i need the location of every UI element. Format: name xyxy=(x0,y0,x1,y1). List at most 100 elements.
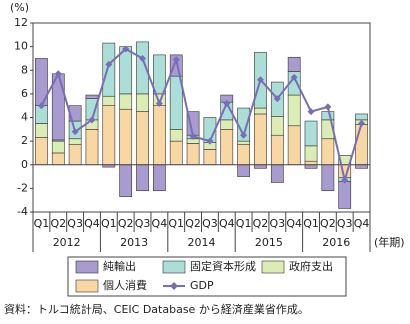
bar-segment xyxy=(136,164,149,192)
bar-segment xyxy=(119,93,133,110)
x-tick-label: Q2 xyxy=(50,217,66,230)
legend-swatch xyxy=(75,260,99,274)
legend-swatch xyxy=(162,260,186,274)
bar-segment xyxy=(355,124,368,166)
bar-segment xyxy=(169,75,183,130)
bar-segment xyxy=(338,180,352,209)
y-tick-label: 2 xyxy=(21,134,28,147)
gdp-marker xyxy=(54,70,62,78)
x-tick-label: Q1 xyxy=(34,217,50,230)
gdp-marker xyxy=(206,137,214,145)
bar-segment xyxy=(169,140,183,166)
gdp-marker xyxy=(189,132,197,140)
gdp-marker xyxy=(273,95,281,103)
x-tick-label: Q4 xyxy=(219,217,235,230)
bar-segment xyxy=(35,123,48,138)
y-tick-label: 10 xyxy=(14,40,28,53)
bar-segment xyxy=(102,95,116,106)
bar-segment xyxy=(136,41,149,95)
bar-segment xyxy=(270,164,284,183)
y-tick-label: 12 xyxy=(14,16,28,29)
gdp-marker xyxy=(307,108,315,116)
plot-frame xyxy=(32,22,371,213)
bar-segment xyxy=(287,94,301,127)
y-tick-label: 6 xyxy=(21,87,28,100)
bar-segment xyxy=(153,105,166,166)
legend-label: 政府支出 xyxy=(289,259,333,273)
bar-segment xyxy=(136,93,149,112)
bar-segment xyxy=(304,164,318,169)
gdp-marker xyxy=(256,76,264,84)
source-note: 資料：トルコ統計局、CEIC Database から経済産業省作成。 xyxy=(4,302,309,316)
bar-segment xyxy=(237,140,250,145)
bar-segment xyxy=(119,108,133,166)
gdp-marker xyxy=(358,119,366,127)
x-tick-label: Q2 xyxy=(118,217,134,230)
gdp-line xyxy=(40,47,363,185)
gdp-marker xyxy=(290,73,298,81)
bar-segment xyxy=(355,113,368,121)
bar-segment xyxy=(304,160,318,166)
gdp-marker xyxy=(223,99,231,107)
bar-segment xyxy=(169,129,183,142)
bar-segment xyxy=(355,164,368,169)
x-tick-label: Q3 xyxy=(135,217,151,230)
bar-segment xyxy=(220,119,234,130)
year-label: 2012 xyxy=(53,236,81,249)
bar-segment xyxy=(321,164,335,192)
bar-segment xyxy=(237,164,250,177)
x-tick-label: Q3 xyxy=(67,217,83,230)
x-tick-label: Q3 xyxy=(202,217,218,230)
bar-segment xyxy=(270,134,284,166)
bar-segment xyxy=(119,164,133,197)
y-tick-label: 8 xyxy=(21,63,28,76)
bar-segment xyxy=(153,54,166,95)
bar-segment xyxy=(136,111,149,166)
legend-label: 個人消費 xyxy=(103,278,147,292)
bar-segment xyxy=(102,105,116,166)
bar-segment xyxy=(321,138,335,166)
bar-segment xyxy=(321,111,335,121)
legend-swatch xyxy=(261,260,285,274)
gdp-marker xyxy=(172,56,180,64)
bar-segment xyxy=(102,42,116,97)
y-unit: (%) xyxy=(10,1,29,14)
legend-marker xyxy=(170,282,178,290)
bar-segment xyxy=(68,138,82,145)
x-tick-label: Q3 xyxy=(337,217,353,230)
bar-segment xyxy=(186,143,200,166)
x-tick-label: Q2 xyxy=(320,217,336,230)
legend-label: 固定資本形成 xyxy=(190,259,256,273)
bar-segment xyxy=(287,125,301,166)
bar-segment xyxy=(51,152,65,166)
gdp-marker xyxy=(240,131,248,139)
bar-segment xyxy=(254,113,267,166)
y-tick-label: -2 xyxy=(17,181,28,194)
x-tick-label: Q4 xyxy=(152,217,168,230)
legend-label: 純輸出 xyxy=(103,259,136,273)
x-tick-label: Q1 xyxy=(168,217,184,230)
bar-segment xyxy=(254,107,267,115)
legend-swatch xyxy=(75,279,99,293)
gdp-marker xyxy=(324,103,332,111)
gdp-marker xyxy=(122,45,130,53)
legend-label: GDP xyxy=(190,279,214,292)
year-label: 2015 xyxy=(255,236,283,249)
bar-segment xyxy=(203,149,217,166)
year-label: 2016 xyxy=(322,236,350,249)
bar-segment xyxy=(153,164,166,192)
gdp-marker xyxy=(139,54,147,62)
gdp-marker xyxy=(71,128,79,136)
bar-segment xyxy=(287,56,301,72)
x-tick-label: Q4 xyxy=(286,217,302,230)
gdp-marker xyxy=(88,116,96,124)
bar-segment xyxy=(254,164,267,169)
x-tick-label: Q4 xyxy=(84,217,100,230)
x-tick-label: Q2 xyxy=(253,217,269,230)
x-tick-label: Q1 xyxy=(101,217,117,230)
x-tick-label: Q1 xyxy=(303,217,319,230)
y-tick-label: 0 xyxy=(21,158,28,171)
bar-segment xyxy=(304,145,318,162)
legend-box xyxy=(67,256,347,297)
